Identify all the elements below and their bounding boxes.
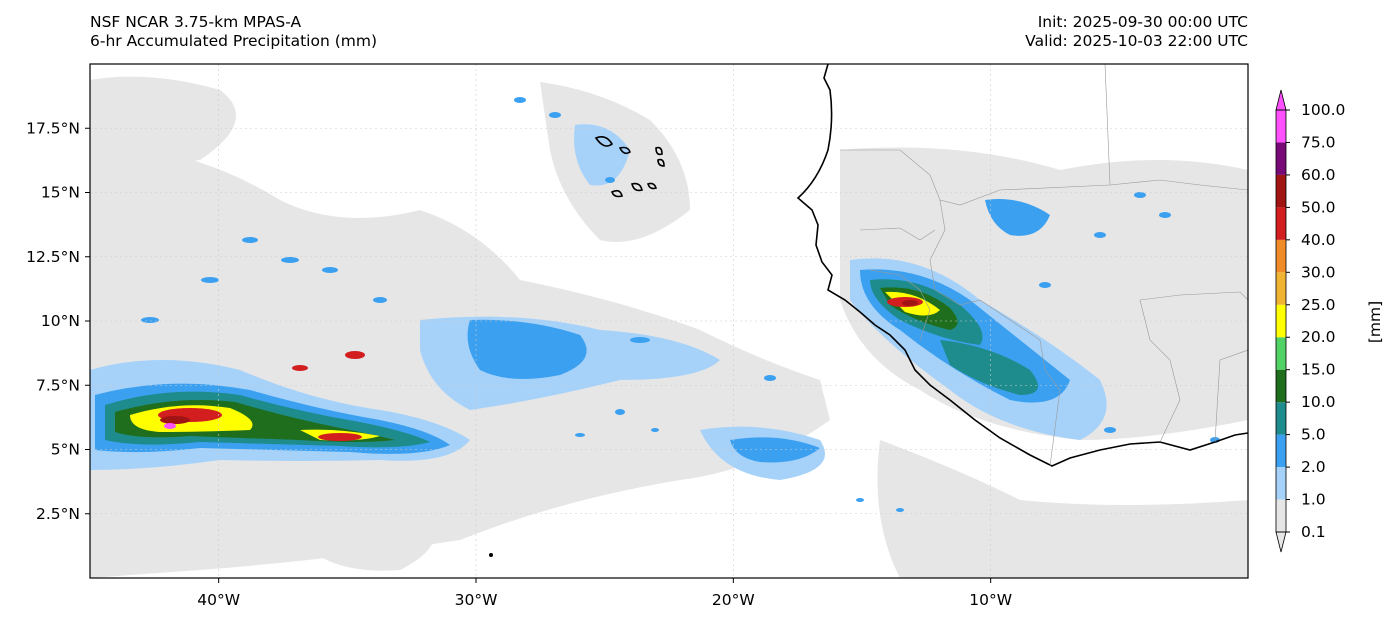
island-dot xyxy=(489,553,493,557)
field-title: 6-hr Accumulated Precipitation (mm) xyxy=(90,32,377,50)
precip-scattered-cells xyxy=(141,97,1220,512)
coastlines xyxy=(489,64,1248,557)
lon-tick-label: 20°W xyxy=(712,591,755,609)
colorbar-tick-label: 60.0 xyxy=(1301,166,1336,184)
lat-tick-label: 5°N xyxy=(51,441,80,459)
colorbar-frame xyxy=(1275,109,1287,533)
title-right: Init: 2025-09-30 00:00 UTC Valid: 2025-1… xyxy=(1025,13,1248,51)
colorbar: 0.1 1.0 2.0 5.0 10.0 15.0 20.0 25.0 30.0 40.0 50.0… xyxy=(1275,89,1345,553)
colorbar-tick-label: 40.0 xyxy=(1301,231,1336,249)
lon-tick-label: 40°W xyxy=(197,591,240,609)
precip-50mm-areas xyxy=(160,300,918,424)
colorbar-segment xyxy=(1276,142,1286,175)
colorbar-segment xyxy=(1276,402,1286,435)
colorbar-segment xyxy=(1276,434,1286,468)
colorbar-tick-label: 0.1 xyxy=(1301,523,1326,541)
lat-tick-label: 17.5°N xyxy=(26,119,80,137)
cape-verde-islands xyxy=(594,136,665,198)
lon-axis: 40°W 30°W 20°W 10°W xyxy=(197,578,1012,609)
country-borders xyxy=(840,64,1248,467)
lat-axis: 2.5°N 5°N 7.5°N 10°N 12.5°N 15°N 17.5°N xyxy=(26,119,90,523)
lat-tick-label: 2.5°N xyxy=(36,505,80,523)
colorbar-segment xyxy=(1276,272,1286,305)
colorbar-tick-label: 25.0 xyxy=(1301,296,1336,314)
colorbar-segment xyxy=(1276,467,1286,500)
lon-tick-label: 10°W xyxy=(969,591,1012,609)
colorbar-tick-label: 2.0 xyxy=(1301,458,1326,476)
lat-tick-label: 12.5°N xyxy=(26,248,80,266)
colorbar-tick-label: 50.0 xyxy=(1301,198,1336,216)
colorbar-tick-label: 15.0 xyxy=(1301,361,1336,379)
init-time: Init: 2025-09-30 00:00 UTC xyxy=(1037,13,1248,31)
colorbar-segment xyxy=(1276,110,1286,143)
colorbar-segment xyxy=(1276,499,1286,532)
colorbar-segment xyxy=(1276,369,1286,403)
valid-time: Valid: 2025-10-03 22:00 UTC xyxy=(1025,32,1248,50)
colorbar-extend-min xyxy=(1275,531,1287,553)
precip-75mm-areas xyxy=(164,423,176,429)
title-left: NSF NCAR 3.75-km MPAS-A 6-hr Accumulated… xyxy=(90,13,377,51)
colorbar-tick-label: 5.0 xyxy=(1301,426,1326,444)
colorbar-segment xyxy=(1276,337,1286,370)
colorbar-segment xyxy=(1276,174,1286,208)
model-title: NSF NCAR 3.75-km MPAS-A xyxy=(90,13,302,31)
colorbar-tick-label: 100.0 xyxy=(1301,101,1345,119)
precip-field xyxy=(90,76,1248,578)
colorbar-extend-max xyxy=(1275,89,1287,111)
colorbar-tick-label: 20.0 xyxy=(1301,328,1336,346)
lat-tick-label: 10°N xyxy=(41,312,80,330)
africa-coastline xyxy=(796,64,1248,467)
lat-tick-label: 15°N xyxy=(41,184,80,202)
colorbar-segment xyxy=(1276,239,1286,273)
colorbar-tick-label: 10.0 xyxy=(1301,393,1336,411)
colorbar-tick-label: 75.0 xyxy=(1301,133,1336,151)
colorbar-segment xyxy=(1276,304,1286,338)
gridlines xyxy=(90,64,1248,578)
colorbar-tick-label: 30.0 xyxy=(1301,263,1336,281)
colorbar-tick-label: 1.0 xyxy=(1301,491,1326,509)
lat-tick-label: 7.5°N xyxy=(36,376,80,394)
colorbar-unit-label: [mm] xyxy=(1366,301,1384,343)
lon-tick-label: 30°W xyxy=(455,591,498,609)
colorbar-segment xyxy=(1276,207,1286,240)
